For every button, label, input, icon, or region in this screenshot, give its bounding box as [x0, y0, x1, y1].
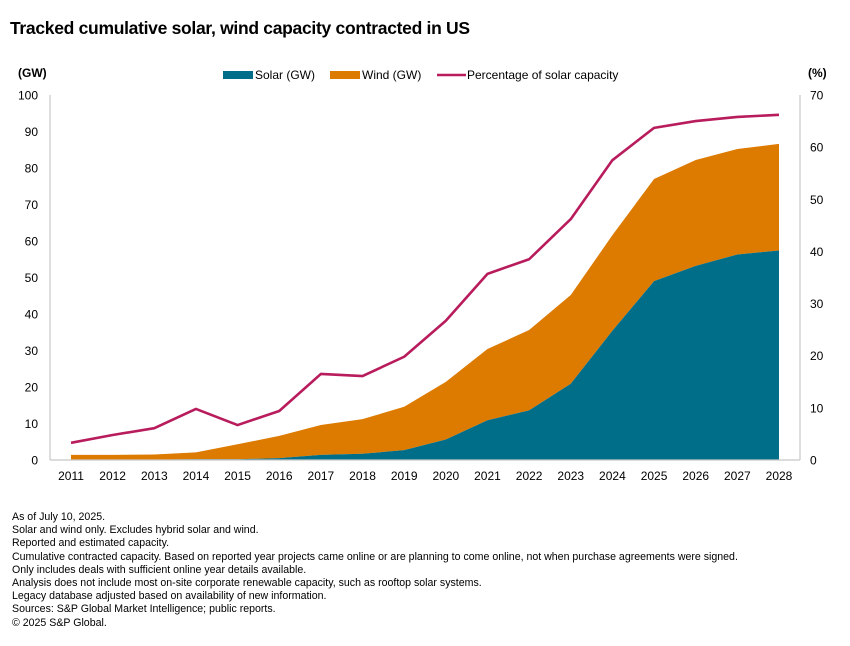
- legend-wind-swatch: [330, 71, 360, 79]
- x-tick-label: 2024: [599, 469, 626, 483]
- y-left-tick-label: 100: [18, 89, 38, 103]
- x-tick-label: 2014: [183, 469, 210, 483]
- footnote: As of July 10, 2025.: [12, 511, 106, 523]
- x-tick-label: 2018: [349, 469, 376, 483]
- y-left-tick-label: 70: [25, 198, 39, 212]
- y-left-tick-label: 50: [25, 271, 39, 285]
- y-left-tick-label: 10: [25, 417, 39, 431]
- x-tick-label: 2019: [391, 469, 418, 483]
- x-tick-label: 2012: [99, 469, 126, 483]
- y-left-tick-label: 90: [25, 125, 39, 139]
- y-left-tick-label: 30: [25, 344, 39, 358]
- footnotes: As of July 10, 2025. Solar and wind only…: [12, 511, 738, 630]
- x-tick-label: 2027: [724, 469, 751, 483]
- x-tick-label: 2015: [224, 469, 251, 483]
- y-left-tick-label: 40: [25, 308, 39, 322]
- legend-wind-label: Wind (GW): [362, 68, 421, 82]
- x-tick-label: 2017: [308, 469, 335, 483]
- footnote: Legacy database adjusted based on availa…: [12, 590, 327, 603]
- solar-area: [71, 250, 779, 460]
- x-tick-label: 2022: [516, 469, 543, 483]
- y-left-unit-label: (GW): [18, 66, 47, 80]
- chart-title: Tracked cumulative solar, wind capacity …: [10, 18, 470, 38]
- y-right-tick-label: 0: [810, 454, 817, 468]
- footnote: Reported and estimated capacity.: [12, 537, 170, 550]
- legend-solar-label: Solar (GW): [255, 68, 315, 82]
- y-right-tick-label: 60: [810, 141, 824, 155]
- x-tick-label: 2025: [641, 469, 668, 483]
- x-tick-label: 2026: [682, 469, 709, 483]
- y-right-tick-label: 70: [810, 89, 824, 103]
- footnote: Analysis does not include most on-site c…: [12, 577, 482, 590]
- x-tick-label: 2028: [766, 469, 793, 483]
- footnote: Cumulative contracted capacity. Based on…: [12, 550, 738, 563]
- y-right-tick-label: 20: [810, 349, 824, 363]
- y-right-tick-label: 40: [810, 245, 824, 259]
- y-left-tick-label: 80: [25, 162, 39, 176]
- percentage-line: [70, 113, 780, 445]
- y-left-tick-label: 60: [25, 235, 39, 249]
- chart: 0 10 20 30 40 50 60 70 80 90 100 0 10 20 30 40 50 60 70 201…: [18, 66, 827, 483]
- x-tick-label: 2023: [557, 469, 584, 483]
- x-tick-label: 2020: [432, 469, 459, 483]
- footnote: © 2025 S&P Global.: [12, 616, 107, 629]
- footnote: Solar and wind only. Excludes hybrid sol…: [12, 524, 259, 537]
- y-right-tick-label: 50: [810, 193, 824, 207]
- y-left-tick-label: 0: [31, 454, 38, 468]
- x-tick-label: 2021: [474, 469, 501, 483]
- x-tick-label: 2013: [141, 469, 168, 483]
- x-tick-label: 2016: [266, 469, 293, 483]
- y-right-tick-label: 10: [810, 401, 824, 415]
- footnote: Only includes deals with sufficient onli…: [12, 563, 307, 576]
- legend-percentage-label: Percentage of solar capacity: [467, 68, 618, 82]
- wind-area: [71, 143, 779, 460]
- y-left-tick-label: 20: [25, 381, 39, 395]
- legend-solar-swatch: [223, 71, 253, 79]
- x-tick-label: 2011: [58, 469, 84, 483]
- footnote: Sources: S&P Global Market Intelligence;…: [12, 603, 276, 616]
- y-right-unit-label: (%): [808, 66, 827, 80]
- y-right-tick-label: 30: [810, 297, 824, 311]
